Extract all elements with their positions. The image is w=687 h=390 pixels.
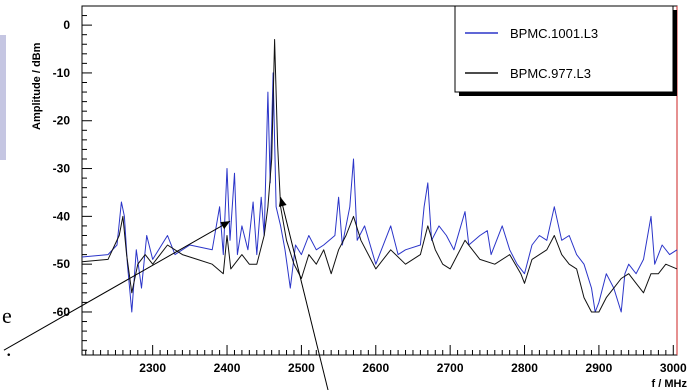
legend-label-series-2: BPMC.977.L3	[510, 66, 591, 81]
series-line-1	[81, 72, 678, 313]
labels-layer: 0 -10 -20 -30 -40 -50 -60 2300 2400 2500 2600 2700 2…	[53, 18, 687, 375]
legend-box	[454, 5, 674, 93]
y-tick-label: -20	[53, 114, 71, 128]
y-tick-label: -10	[53, 66, 71, 80]
y-tick-label: -60	[53, 305, 71, 319]
side-fragment-top: e	[2, 303, 12, 328]
x-tick-label: 2800	[511, 361, 538, 375]
x-tick-label: 2500	[288, 361, 315, 375]
y-axis-label: Amplitude / dBm	[31, 42, 43, 130]
x-tick-label: 2300	[139, 361, 166, 375]
x-tick-label: 2700	[437, 361, 464, 375]
y-tick-label: 0	[63, 18, 70, 32]
annotation-arrow-line	[280, 197, 329, 390]
annotation-arrowhead	[220, 221, 231, 230]
x-tick-label: 2400	[214, 361, 241, 375]
x-tick-label: 3000	[660, 361, 687, 375]
side-fragment-bottom: .	[6, 336, 12, 361]
side-bar	[0, 35, 6, 160]
legend-label-series-1: BPMC.1001.L3	[510, 26, 598, 41]
ticks-layer	[82, 5, 674, 355]
x-tick-label: 2600	[362, 361, 389, 375]
legend: BPMC.1001.L3 BPMC.977.L3	[454, 5, 677, 96]
annotation-arrowhead	[278, 197, 287, 207]
y-tick-label: -40	[53, 209, 71, 223]
x-tick-label: 2900	[586, 361, 613, 375]
annotation-arrow-line	[3, 220, 231, 351]
annotation-layer	[3, 197, 329, 390]
y-tick-label: -50	[53, 257, 71, 271]
x-axis-label: f / MHz	[652, 378, 687, 390]
y-tick-label: -30	[53, 162, 71, 176]
series-line-2	[81, 39, 678, 313]
series-layer	[81, 39, 678, 313]
